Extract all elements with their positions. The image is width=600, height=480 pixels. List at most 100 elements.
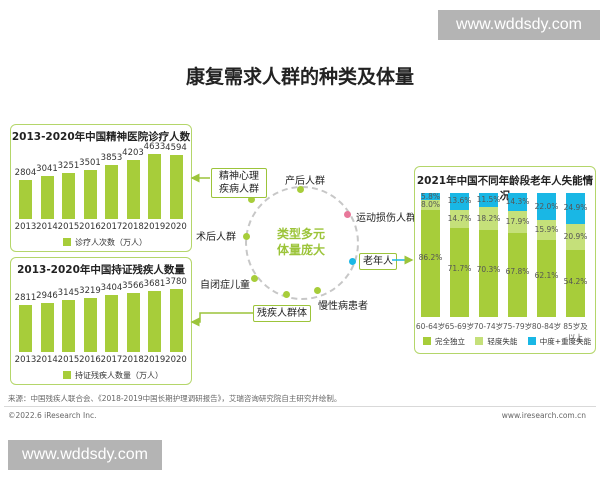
dot-disabled [283, 291, 290, 298]
segment-label: 86.2% [418, 252, 443, 262]
bar-2013 [19, 305, 32, 352]
segment-label: 67.8% [505, 266, 530, 276]
bar-value-label: 2811 [14, 293, 37, 304]
x-tick-label: 2013 [14, 222, 37, 232]
x-tick-label: 2015 [57, 222, 80, 232]
x-tick-label: 2020 [165, 222, 187, 232]
x-tick-label: 2016 [79, 222, 101, 232]
segment-label: 70.3% [476, 264, 501, 274]
label-autism: 自闭症儿童 [200, 280, 250, 291]
bar-value-label: 3853 [100, 153, 123, 164]
bar-2017 [105, 165, 118, 219]
stack-segment-0 [450, 228, 469, 317]
watermark-bottom: www.wddsdy.com [8, 440, 162, 470]
segment-label: 24.9% [563, 203, 588, 213]
label-chronic: 慢性病患者 [318, 301, 368, 312]
segment-label: 5.8% [420, 191, 441, 201]
bar-2018 [126, 292, 140, 352]
label-disabled: 残疾人群体 [253, 305, 311, 322]
dot-elderly [349, 258, 356, 265]
segment-label: 18.2% [476, 213, 501, 223]
stack-segment-2 [421, 193, 440, 201]
x-tick-label: 65-69岁 [444, 322, 475, 331]
x-tick-label: 2018 [122, 355, 144, 365]
bar-2015 [62, 173, 75, 219]
source-note: 来源：中国残疾人联合会、《2018-2019中国长期护理调研报告》，艾瑞咨询研究… [8, 394, 342, 403]
disabled-chart-legend: 持证残疾人数量（万人） [63, 370, 163, 381]
footer-divider [4, 406, 596, 407]
legend-swatch-severe [527, 337, 536, 345]
dot-postpartum [297, 186, 304, 193]
bar-value-label: 2946 [36, 290, 58, 301]
stack-segment-1 [450, 209, 469, 229]
bar-value-label: 3501 [79, 157, 101, 168]
bar-2016 [83, 298, 97, 352]
dot-chronic [314, 287, 321, 294]
stack-segment-2 [450, 193, 469, 210]
copyright: ©2022.6 iResearch Inc. [8, 411, 97, 420]
disabled-chart-title: 2013-2020年中国持证残疾人数量 [17, 264, 185, 276]
legend-label: 持证残疾人数量（万人） [75, 371, 163, 380]
stack-segment-1 [566, 223, 585, 250]
x-tick-label: 75-79岁 [502, 322, 533, 331]
label-mental: 精神心理疾病人群 [211, 168, 267, 198]
segment-label: 8.0% [420, 200, 441, 210]
disabled-people-panel: 2013-2020年中国持证残疾人数量 2811 2013 2946 2014 3145… [10, 257, 192, 385]
segment-label: 62.1% [534, 270, 559, 280]
x-tick-label: 80-84岁 [531, 322, 562, 331]
bar-value-label: 4594 [165, 142, 187, 153]
dot-sports [344, 211, 351, 218]
label-elderly: 老年人 [359, 253, 397, 270]
x-tick-label: 2014 [36, 222, 58, 232]
stack-segment-0 [421, 210, 440, 317]
x-tick-label: 2017 [100, 222, 123, 232]
bar-2019 [148, 290, 161, 352]
bar-value-label: 3681 [143, 278, 166, 289]
segment-label: 13.6% [447, 196, 472, 206]
stack-segment-1 [537, 220, 556, 240]
legend-independent: 完全独立 [435, 337, 465, 346]
bar-2020 [169, 289, 183, 352]
stack-segment-1 [479, 207, 498, 230]
dot-autism [251, 275, 258, 282]
center-line-2: 体量庞大 [276, 243, 325, 257]
legend-swatch-mild [475, 337, 484, 345]
label-sports: 运动损伤人群 [356, 213, 416, 224]
page-title: 康复需求人群的种类及体量 [185, 66, 414, 88]
x-tick-label: 2014 [36, 355, 58, 365]
segment-label: 20.9% [563, 231, 588, 241]
x-tick-label: 2017 [100, 355, 123, 365]
x-tick-label: 85岁及以上 [563, 322, 588, 342]
stack-segment-1 [508, 210, 527, 233]
legend-mild: 轻度失能 [487, 337, 518, 346]
stack-segment-2 [508, 193, 527, 211]
dot-surgery [243, 233, 250, 240]
watermark-top: www.wddsdy.com [438, 10, 600, 40]
bar-value-label: 3566 [122, 280, 144, 291]
bar-value-label: 3219 [79, 286, 101, 297]
bar-value-label: 3404 [100, 283, 123, 294]
x-tick-label: 2019 [143, 355, 166, 365]
bar-value-label: 3780 [165, 277, 187, 287]
label-surgery: 术后人群 [196, 232, 236, 243]
site-url: www.iresearch.com.cn [501, 411, 586, 420]
bar-2014 [40, 176, 54, 219]
x-tick-label: 2013 [14, 355, 37, 365]
legend-label: 诊疗人次数（万人） [75, 238, 147, 247]
stack-segment-1 [421, 200, 440, 211]
segment-label: 22.0% [534, 201, 559, 211]
stack-segment-2 [566, 193, 585, 224]
bar-2017 [105, 295, 118, 352]
segment-label: 54.2% [563, 276, 588, 286]
bar-2015 [62, 299, 75, 352]
x-tick-label: 2018 [122, 222, 144, 232]
mental-chart-legend: 诊疗人次数（万人） [63, 237, 147, 248]
center-text: 类型多元 体量庞大 [255, 226, 347, 258]
legend-swatch [63, 371, 71, 379]
segment-label: 11.5% [476, 195, 501, 205]
bar-2020 [169, 154, 183, 219]
bar-2014 [40, 302, 54, 352]
stack-segment-0 [566, 249, 585, 317]
segment-label: 71.7% [447, 263, 472, 273]
stack-segment-0 [508, 232, 527, 317]
